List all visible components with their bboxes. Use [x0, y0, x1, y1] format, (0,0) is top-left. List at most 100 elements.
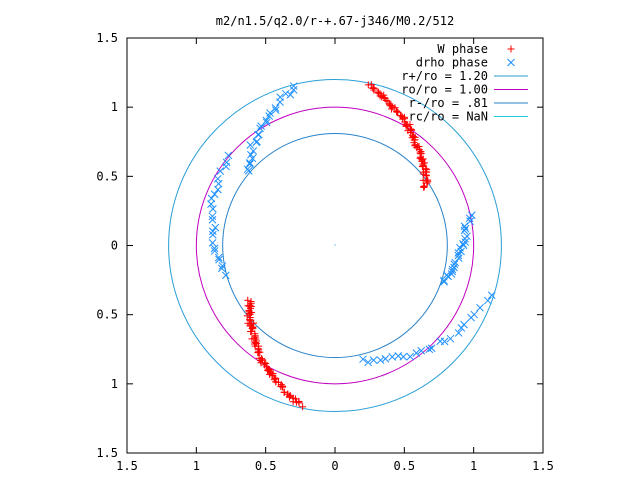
w-phase-point — [280, 388, 288, 396]
w-phase-point — [248, 335, 256, 343]
drho-phase-point — [210, 247, 219, 255]
drho-phase-point — [454, 251, 463, 260]
w-phase-point — [402, 122, 410, 130]
drho-phase-point — [271, 106, 280, 115]
drho-phase-point — [246, 141, 255, 149]
drho-phase-point — [425, 345, 434, 354]
x-tick-label: 1 — [193, 459, 200, 473]
drho-phase-point — [381, 354, 390, 363]
x-tick-label: 0.5 — [255, 459, 277, 473]
drho-phase-point — [446, 334, 455, 343]
w-phase-point — [376, 92, 384, 100]
x-tick-label: 1.5 — [116, 459, 138, 473]
drho-phase-point — [221, 271, 230, 280]
w-phase-point — [415, 146, 423, 154]
drho-phase-point — [207, 200, 215, 208]
drho-phase-point — [447, 270, 456, 278]
w-phase-point — [424, 178, 432, 186]
w-phase-point — [420, 182, 428, 190]
y-tick-label: 1.5 — [96, 31, 118, 45]
w-phase-point — [292, 398, 300, 406]
w-phase-point — [420, 183, 428, 191]
drho-phase-point — [454, 329, 463, 337]
drho-phase-point — [388, 353, 397, 361]
y-tick-label: 1 — [111, 100, 118, 114]
w-phase-point — [370, 86, 378, 94]
drho-phase-point — [417, 346, 426, 355]
drho-phase-point — [252, 138, 261, 147]
drho-phase-point — [457, 324, 466, 332]
y-tick-label: 1.5 — [96, 446, 118, 460]
drho-phase-point — [281, 89, 290, 98]
drho-phase-point — [459, 239, 467, 248]
drho-phase-point — [246, 159, 254, 167]
circle-3 — [195, 106, 475, 385]
drho-phase-point — [249, 147, 258, 155]
legend-label: drho phase — [416, 56, 488, 70]
w-phase-point — [246, 315, 254, 323]
w-phase-point — [369, 84, 377, 92]
drho-phase-point — [218, 262, 227, 270]
drho-phase-point — [289, 82, 298, 90]
drho-phase-point — [289, 85, 298, 94]
w-phase-point — [264, 366, 272, 374]
drho-phase-point — [214, 185, 222, 194]
drho-phase-point — [210, 190, 219, 199]
w-phase-point — [257, 355, 265, 363]
drho-phase-point — [451, 258, 460, 267]
y-tick-label: 0.5 — [96, 308, 118, 322]
drho-phase-point — [248, 154, 257, 163]
drho-phase-point — [436, 337, 445, 346]
legend-marker — [507, 45, 515, 53]
drho-phase-point — [222, 162, 230, 171]
legend-marker — [507, 58, 515, 67]
w-phase-point — [406, 120, 414, 128]
drho-phase-point — [459, 241, 468, 250]
circle-2 — [168, 79, 502, 412]
w-phase-point — [391, 104, 399, 112]
drho-phase-point — [265, 112, 274, 120]
drho-phase-point — [214, 253, 223, 262]
drho-phase-point — [213, 174, 222, 183]
w-phase-point — [382, 97, 390, 105]
drho-phase-point — [211, 223, 220, 232]
drho-phase-point — [487, 291, 496, 300]
legend-label: rc/ro = NaN — [409, 110, 488, 124]
x-tick-label: 1 — [470, 459, 477, 473]
y-tick-label: 0.5 — [96, 169, 118, 183]
x-tick-label: 0 — [331, 459, 338, 473]
drho-phase-point — [440, 277, 449, 286]
drho-phase-point — [208, 215, 217, 224]
drho-phase-point — [450, 260, 459, 269]
drho-phase-point — [483, 296, 492, 305]
drho-phase-point — [246, 160, 254, 168]
drho-phase-point — [461, 234, 469, 243]
drho-phase-point — [254, 130, 262, 139]
drho-phase-point — [266, 109, 274, 117]
drho-phase-point — [476, 303, 484, 312]
x-tick-label: 1.5 — [532, 459, 554, 473]
w-phase-point — [299, 403, 307, 411]
drho-phase-point — [216, 167, 225, 175]
drho-phase-point — [406, 352, 415, 361]
drho-phase-point — [412, 349, 421, 357]
origin-dot — [334, 244, 336, 246]
drho-phase-point — [359, 355, 367, 364]
w-phase-point — [367, 81, 375, 89]
w-phase-point — [244, 296, 252, 304]
drho-phase-point — [217, 264, 226, 273]
y-tick-label: 0 — [111, 239, 118, 253]
drho-phase-point — [208, 239, 217, 247]
drho-phase-point — [208, 212, 217, 221]
drho-phase-point — [208, 230, 217, 239]
drho-phase-point — [209, 205, 217, 213]
drho-phase-point — [369, 356, 378, 364]
chart-title: m2/n1.5/q2.0/r-+.67-j346/M0.2/512 — [216, 14, 454, 28]
drho-phase-point — [257, 122, 265, 130]
drho-phase-point — [276, 98, 284, 107]
y-tick-label: 1 — [111, 377, 118, 391]
drho-phase-point — [448, 267, 457, 276]
legend-label: ro/ro = 1.00 — [401, 83, 488, 97]
drho-phase-point — [376, 356, 385, 364]
